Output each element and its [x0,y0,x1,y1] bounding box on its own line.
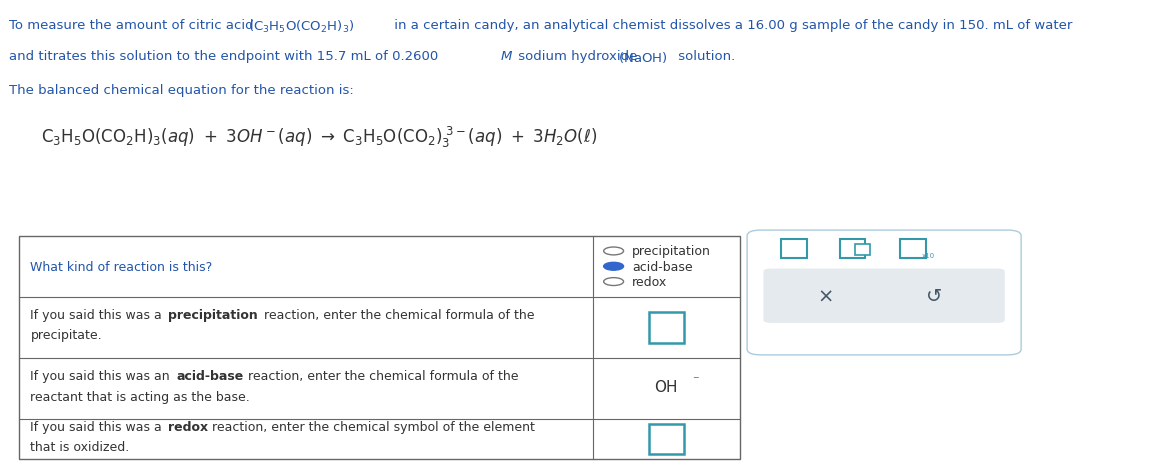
Text: reaction, enter the chemical formula of the: reaction, enter the chemical formula of … [244,369,518,382]
Text: ⁻: ⁻ [692,373,699,386]
Text: redox: redox [169,420,208,433]
Text: OH: OH [655,379,678,394]
Text: $\mathit{M}$: $\mathit{M}$ [500,50,513,63]
Text: If you said this was a: If you said this was a [30,308,166,321]
Text: ↺: ↺ [926,287,943,306]
Text: reaction, enter the chemical formula of the: reaction, enter the chemical formula of … [260,308,534,321]
FancyBboxPatch shape [840,240,865,258]
Text: sodium hydroxide: sodium hydroxide [514,50,642,63]
Text: precipitation: precipitation [632,245,711,258]
Text: and titrates this solution to the endpoint with 15.7 mL of 0.2600: and titrates this solution to the endpoi… [9,50,439,63]
Text: $\left(\mathrm{C_3H_5O(CO_2H)_3}\right)$: $\left(\mathrm{C_3H_5O(CO_2H)_3}\right)$ [248,19,355,35]
Text: solution.: solution. [674,50,735,63]
Text: redox: redox [632,275,667,288]
Text: reaction, enter the chemical symbol of the element: reaction, enter the chemical symbol of t… [208,420,535,433]
Text: in a certain candy, an analytical chemist dissolves a 16.00 g sample of the cand: in a certain candy, an analytical chemis… [390,19,1073,31]
Text: What kind of reaction is this?: What kind of reaction is this? [30,260,213,273]
Text: $\mathrm{(NaOH)}$: $\mathrm{(NaOH)}$ [618,50,667,64]
Text: precipitation: precipitation [169,308,258,321]
Text: ×: × [817,287,834,306]
Text: x10: x10 [922,253,934,259]
Text: $\mathrm{C_3H_5O(CO_2H)_3}(aq)\ +\ 3OH^-(aq)\ \rightarrow\ \mathrm{C_3H_5O(CO_2): $\mathrm{C_3H_5O(CO_2H)_3}(aq)\ +\ 3OH^-… [41,125,597,150]
FancyBboxPatch shape [747,231,1021,355]
Text: If you said this was a: If you said this was a [30,420,166,433]
FancyBboxPatch shape [763,269,1005,323]
Bar [19,236,740,459]
Text: acid-base: acid-base [632,260,693,273]
FancyBboxPatch shape [649,424,684,455]
Text: that is oxidized.: that is oxidized. [30,440,130,453]
Text: To measure the amount of citric acid: To measure the amount of citric acid [9,19,259,31]
Text: reactant that is acting as the base.: reactant that is acting as the base. [30,390,251,403]
Circle shape [604,263,623,270]
FancyBboxPatch shape [649,313,684,343]
FancyBboxPatch shape [781,240,807,258]
Text: precipitate.: precipitate. [30,329,102,342]
FancyBboxPatch shape [900,240,926,258]
Text: acid-base: acid-base [176,369,244,382]
Text: If you said this was an: If you said this was an [30,369,174,382]
FancyBboxPatch shape [855,244,870,256]
Text: The balanced chemical equation for the reaction is:: The balanced chemical equation for the r… [9,83,354,96]
